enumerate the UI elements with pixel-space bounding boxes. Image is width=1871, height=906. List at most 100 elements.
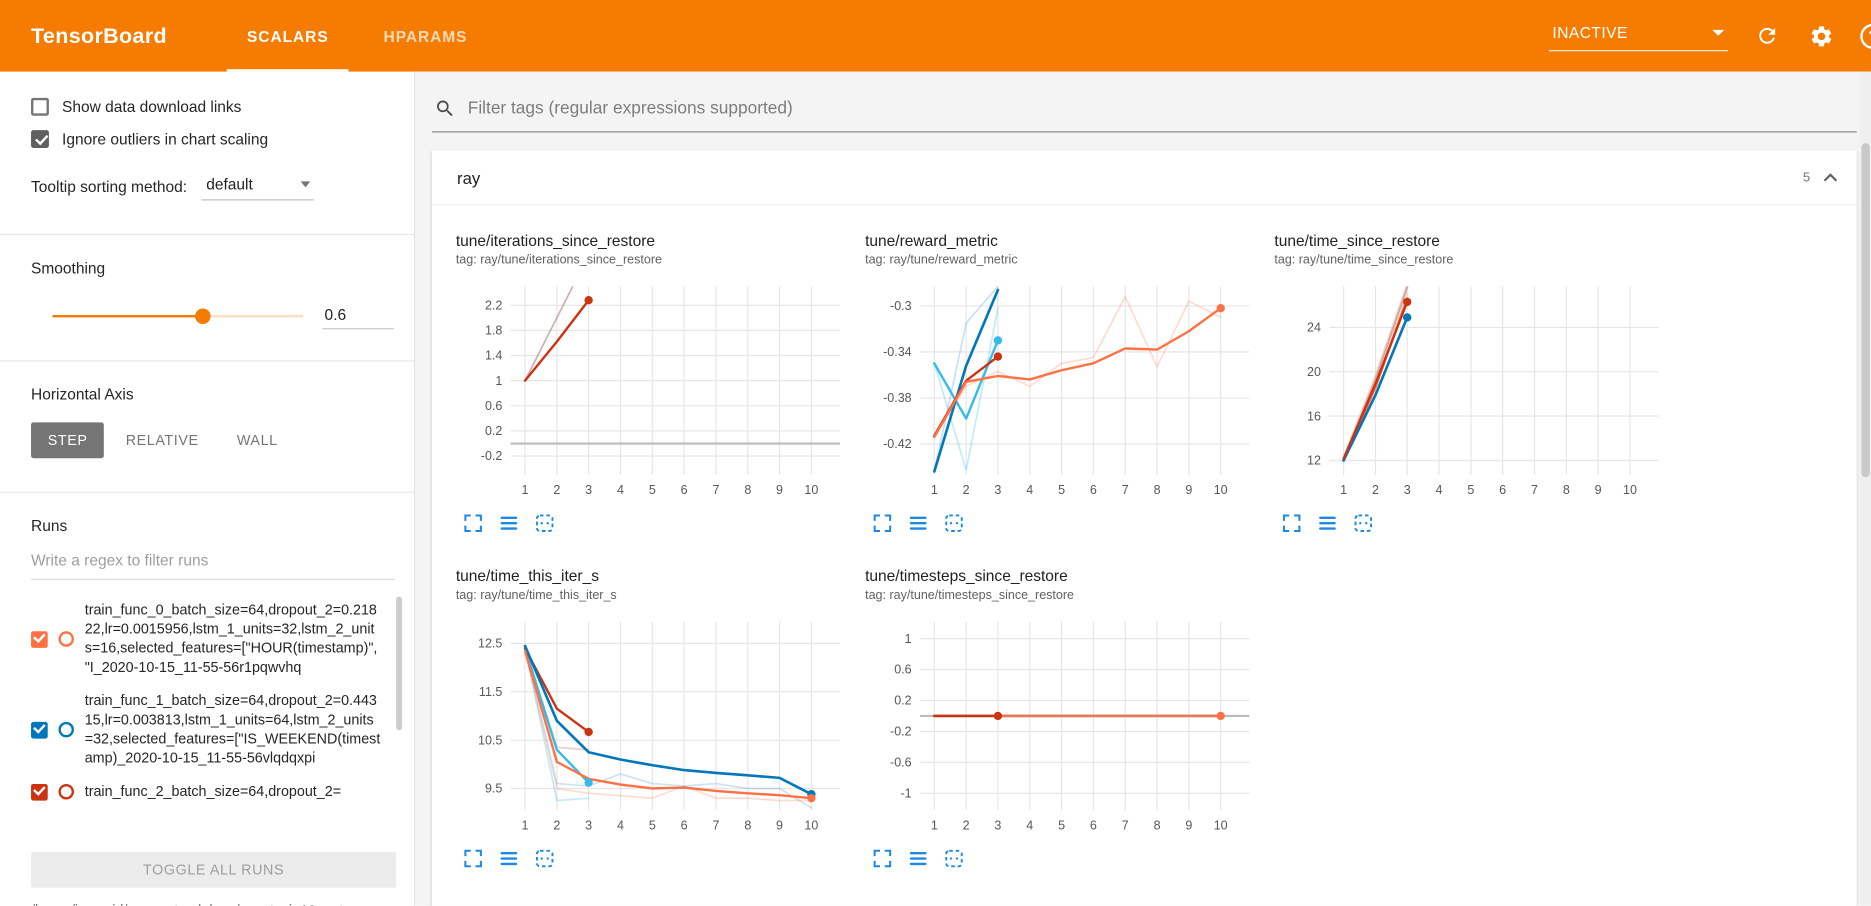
chevron-up-icon[interactable]: [1823, 172, 1838, 182]
svg-text:8: 8: [744, 818, 751, 832]
run-item[interactable]: train_func_0_batch_size=64,dropout_2=0.2…: [31, 594, 404, 684]
svg-text:2.2: 2.2: [485, 298, 502, 312]
fit-domain-icon[interactable]: [1353, 513, 1373, 533]
refresh-icon[interactable]: [1753, 21, 1782, 50]
line-chart[interactable]: 12 16 20 24 1 2 3 4 5 6 7 8 9 10: [1274, 277, 1670, 511]
tag-filter-input[interactable]: [467, 99, 1855, 119]
runs-menu-icon[interactable]: [499, 848, 519, 868]
axis-wall-button[interactable]: WALL: [236, 431, 278, 449]
line-chart[interactable]: -0.2 0.2 0.6 1 1.4 1.8 2.2 1 2 3 4 5 6 7 8 9 10: [456, 277, 852, 511]
divider: [0, 233, 415, 236]
show-download-links-checkbox[interactable]: [31, 97, 49, 116]
run-radio-icon[interactable]: [58, 784, 74, 800]
chart-card: tune/reward_metric tag: ray/tune/reward_…: [865, 231, 1266, 533]
chart-toolbar: [865, 848, 1266, 868]
svg-text:-0.38: -0.38: [883, 391, 912, 405]
svg-text:2: 2: [963, 483, 970, 497]
chart-toolbar: [1274, 513, 1675, 533]
expand-chart-icon[interactable]: [463, 848, 483, 868]
vertical-scrollbar[interactable]: [1860, 71, 1871, 906]
svg-text:10: 10: [1214, 483, 1228, 497]
tab-scalars[interactable]: SCALARS: [220, 0, 357, 72]
expand-chart-icon[interactable]: [872, 848, 892, 868]
svg-text:3: 3: [585, 818, 592, 832]
show-download-links-row[interactable]: Show data download links: [31, 97, 395, 116]
run-checkbox[interactable]: [31, 631, 48, 648]
expand-chart-icon[interactable]: [463, 513, 483, 533]
chart-tag: tag: ray/tune/timesteps_since_restore: [865, 588, 1075, 603]
tab-hparams[interactable]: HPARAMS: [383, 26, 468, 45]
category-header[interactable]: ray 5: [431, 150, 1857, 206]
help-icon[interactable]: ?: [1860, 23, 1871, 49]
svg-text:4: 4: [1026, 818, 1033, 832]
svg-text:-0.34: -0.34: [883, 345, 912, 359]
category-card-ray: ray 5 tune/iterations_since_restore tag:…: [431, 150, 1857, 906]
svg-text:1: 1: [1340, 483, 1347, 497]
status-dropdown[interactable]: INACTIVE: [1548, 21, 1728, 51]
scrollbar-thumb[interactable]: [1861, 143, 1870, 478]
svg-text:1: 1: [931, 483, 938, 497]
svg-text:1: 1: [931, 818, 938, 832]
svg-text:3: 3: [994, 483, 1001, 497]
svg-text:8: 8: [1154, 818, 1161, 832]
svg-text:0.2: 0.2: [894, 694, 911, 708]
run-radio-icon[interactable]: [58, 631, 74, 648]
line-chart[interactable]: -1 -0.6 -0.2 0.2 0.6 1 1 2 3 4 5 6 7 8 9 10: [865, 612, 1261, 846]
chart-card: tune/time_since_restore tag: ray/tune/ti…: [1274, 231, 1675, 533]
fit-domain-icon[interactable]: [944, 848, 964, 868]
svg-text:2: 2: [963, 818, 970, 832]
category-name: ray: [457, 167, 481, 187]
tag-filter-row: [431, 91, 1857, 133]
smoothing-slider[interactable]: [52, 308, 304, 324]
runs-filter-input[interactable]: [31, 548, 395, 580]
chart-tag: tag: ray/tune/reward_metric: [865, 252, 1018, 268]
chart-title: tune/iterations_since_restore: [455, 231, 656, 250]
tooltip-sorting-dropdown[interactable]: default: [201, 172, 314, 201]
run-item[interactable]: train_func_1_batch_size=64,dropout_2=0.4…: [31, 685, 404, 775]
runs-menu-icon[interactable]: [908, 513, 928, 533]
svg-text:9: 9: [1185, 483, 1192, 497]
runs-menu-icon[interactable]: [499, 513, 519, 533]
run-checkbox[interactable]: [31, 783, 48, 801]
svg-text:6: 6: [1090, 483, 1097, 497]
ignore-outliers-checkbox[interactable]: [31, 130, 49, 148]
run-checkbox[interactable]: [31, 721, 48, 739]
svg-text:1.8: 1.8: [485, 324, 502, 338]
axis-relative-button[interactable]: RELATIVE: [125, 431, 199, 449]
runs-menu-icon[interactable]: [1317, 513, 1337, 533]
line-chart[interactable]: 9.5 10.5 11.5 12.5 1 2 3 4 5 6 7 8 9 10: [456, 612, 852, 846]
horizontal-axis-buttons: STEP RELATIVE WALL: [31, 422, 395, 459]
svg-text:7: 7: [1122, 483, 1129, 497]
svg-text:9: 9: [776, 818, 783, 832]
runs-menu-icon[interactable]: [908, 848, 928, 868]
smoothing-value-input[interactable]: 0.6: [322, 304, 394, 329]
smoothing-slider-thumb[interactable]: [195, 308, 211, 324]
svg-text:7: 7: [1531, 483, 1538, 497]
fit-domain-icon[interactable]: [535, 513, 555, 533]
svg-text:7: 7: [712, 483, 719, 497]
fit-domain-icon[interactable]: [944, 513, 964, 533]
runs-list-scrollbar[interactable]: [396, 596, 403, 731]
svg-text:-0.2: -0.2: [890, 725, 912, 739]
smoothing-label: Smoothing: [31, 258, 106, 277]
chart-card: tune/timesteps_since_restore tag: ray/tu…: [865, 567, 1266, 869]
svg-text:-0.2: -0.2: [481, 449, 503, 463]
run-item[interactable]: train_func_2_batch_size=64,dropout_2=: [31, 775, 404, 808]
svg-text:6: 6: [1499, 483, 1506, 497]
search-icon: [437, 100, 453, 117]
settings-gear-icon[interactable]: [1807, 21, 1836, 50]
line-chart[interactable]: -0.42 -0.38 -0.34 -0.3 1 2 3 4 5 6 7 8 9 10: [865, 277, 1261, 511]
toggle-all-runs-button[interactable]: TOGGLE ALL RUNS: [31, 851, 397, 888]
run-radio-icon[interactable]: [58, 722, 74, 738]
expand-chart-icon[interactable]: [1282, 513, 1302, 533]
svg-text:20: 20: [1307, 365, 1321, 379]
svg-text:5: 5: [649, 818, 656, 832]
ignore-outliers-row[interactable]: Ignore outliers in chart scaling: [31, 130, 395, 148]
fit-domain-icon[interactable]: [535, 848, 555, 868]
svg-text:16: 16: [1307, 409, 1321, 423]
chart-toolbar: [456, 513, 857, 533]
svg-text:11.5: 11.5: [479, 685, 502, 699]
expand-chart-icon[interactable]: [872, 513, 892, 533]
tooltip-sorting-value: default: [206, 175, 253, 194]
axis-step-button[interactable]: STEP: [31, 422, 105, 459]
